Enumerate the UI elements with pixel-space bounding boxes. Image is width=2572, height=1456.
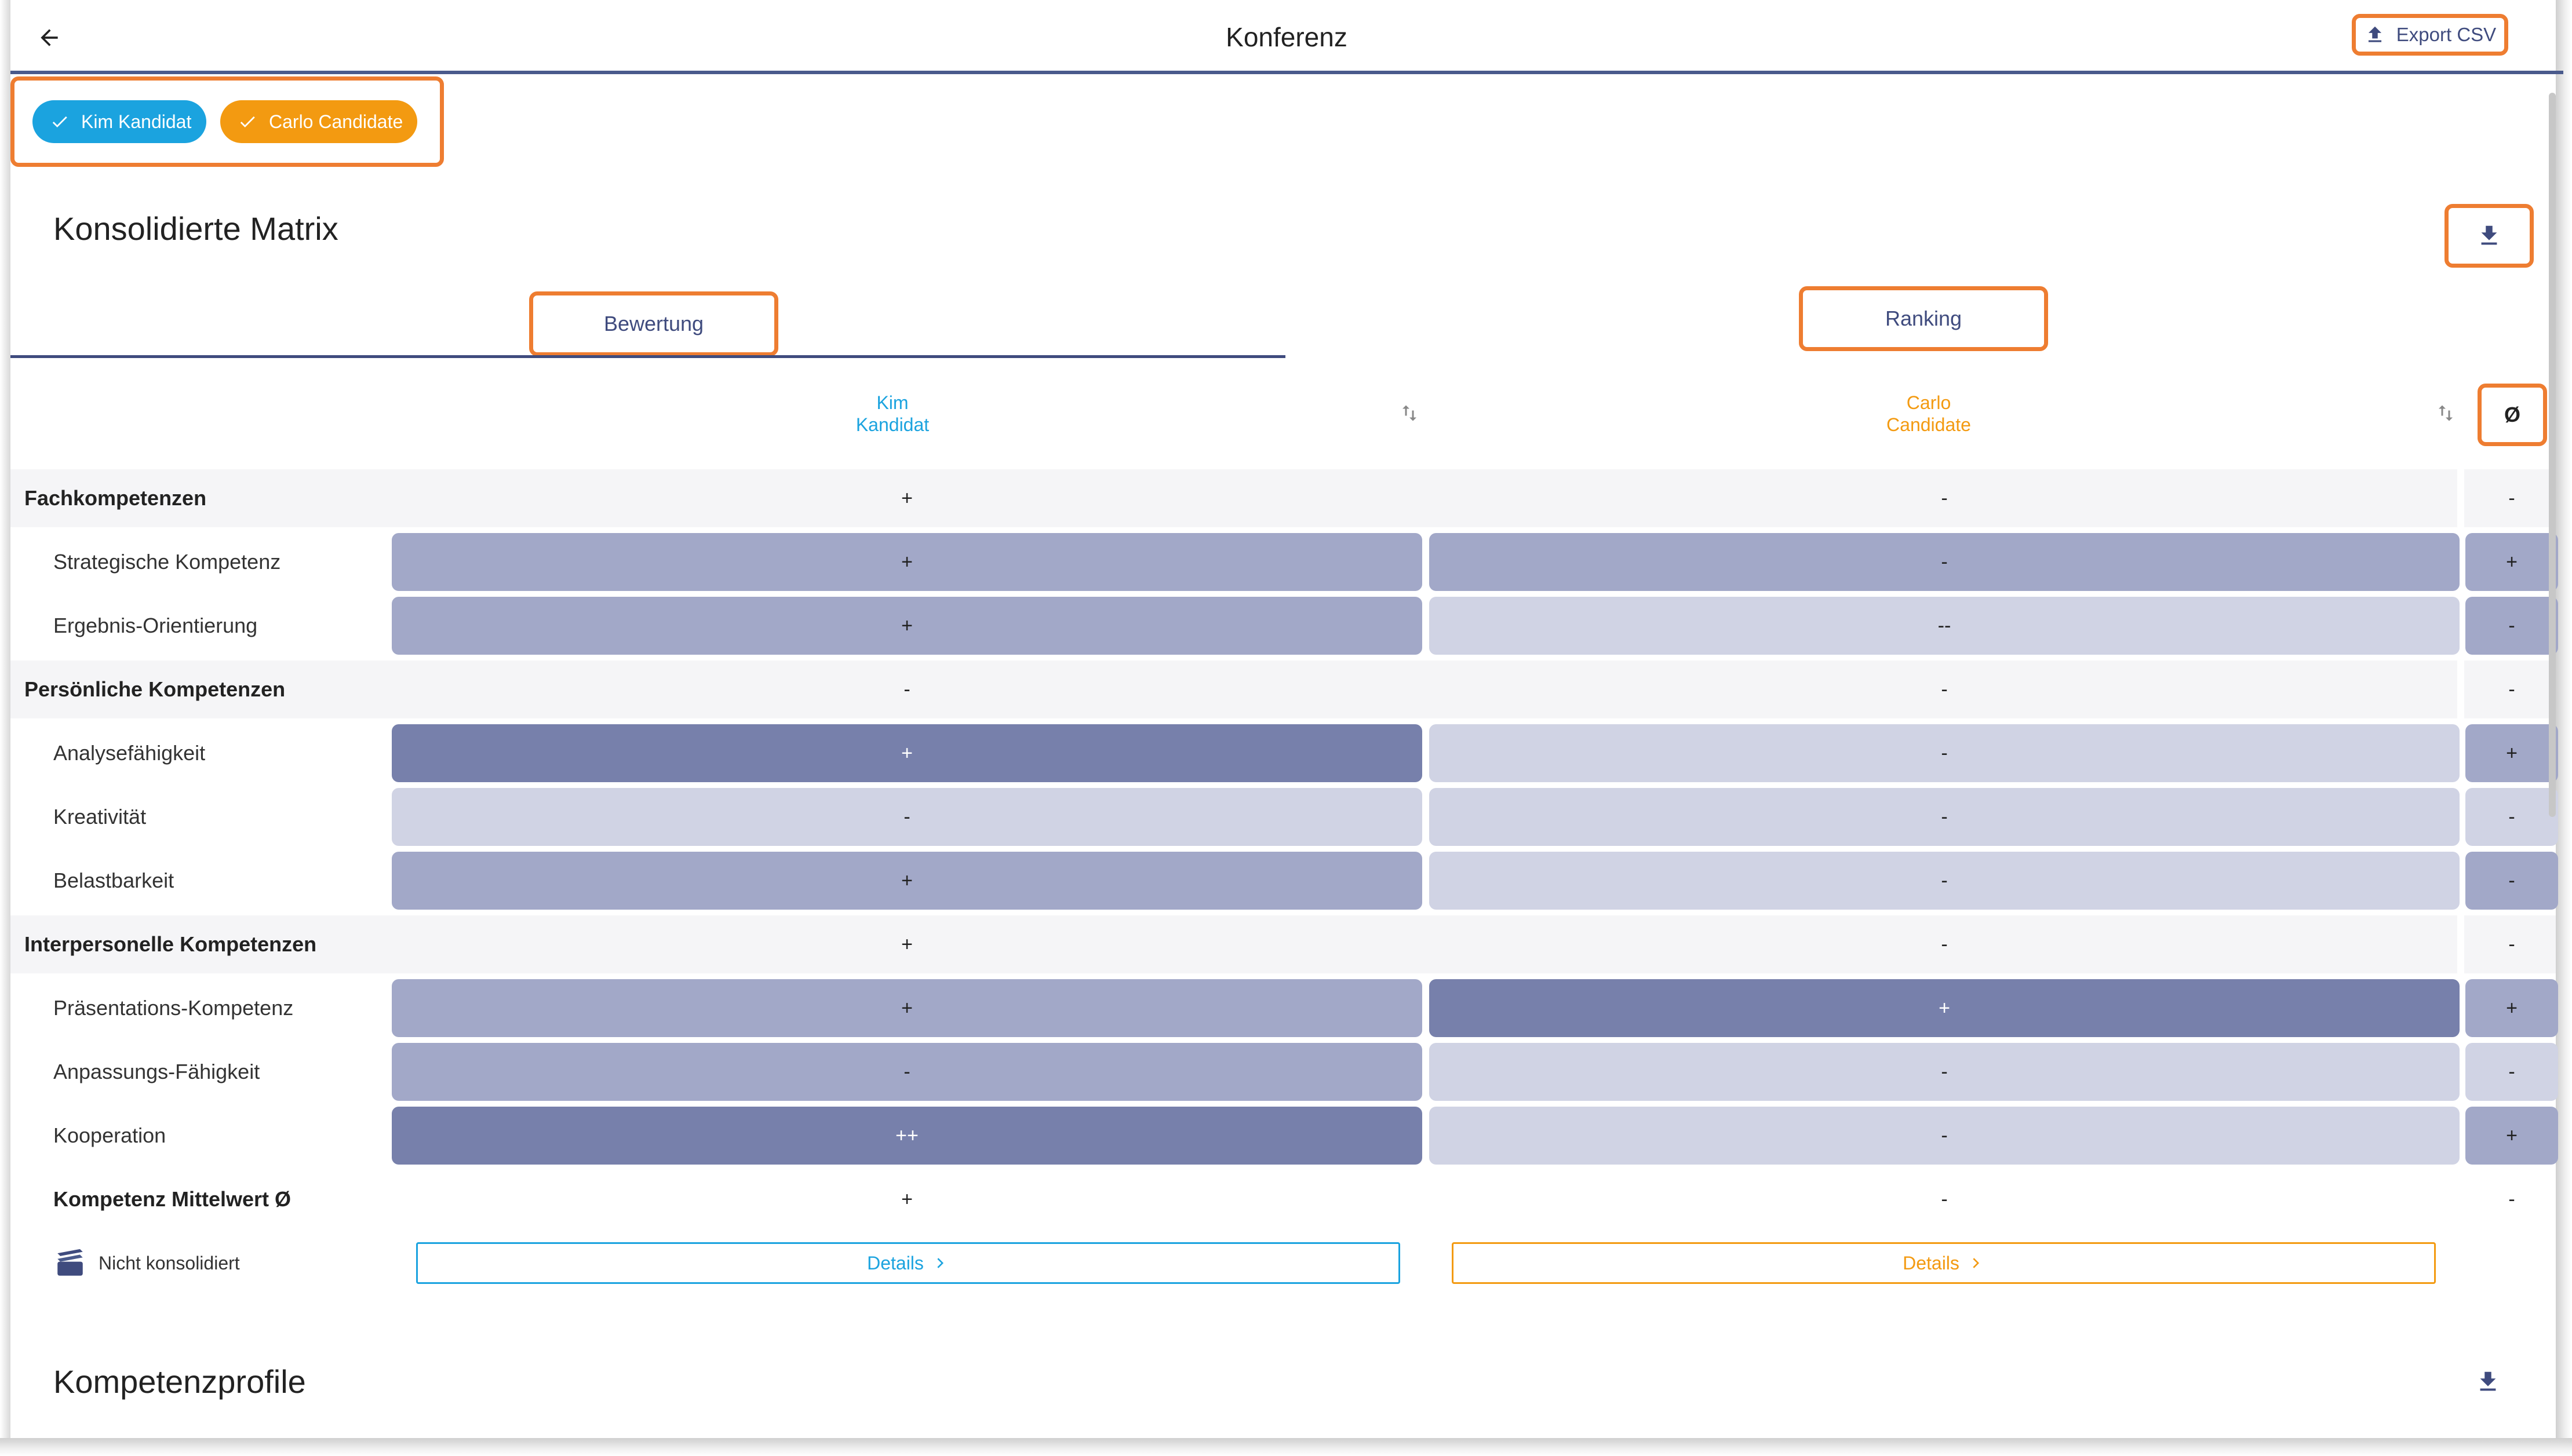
matrix-cell-kim[interactable]: - — [392, 788, 1422, 846]
profiles-download-button[interactable] — [2468, 1362, 2508, 1402]
group-label: Fachkompetenzen — [24, 486, 207, 510]
row-label: Anpassungs-Fähigkeit — [53, 1060, 260, 1083]
matrix-cell-avg: + — [2465, 724, 2558, 782]
matrix-cell-kim[interactable]: + — [392, 533, 1422, 591]
group-value-kim: + — [901, 933, 913, 955]
tab-label: Bewertung — [603, 312, 704, 335]
group-label: Persönliche Kompetenzen — [24, 677, 286, 701]
status-label: Nicht konsolidiert — [99, 1252, 240, 1273]
matrix-title: Konsolidierte Matrix — [53, 210, 338, 247]
tab-bewertung[interactable]: Bewertung — [529, 291, 778, 356]
candidate-chip-carlo[interactable]: Carlo Candidate — [220, 100, 417, 143]
page-frame — [10, 0, 2556, 1438]
upload-icon — [2368, 26, 2381, 42]
group-value-avg: - — [2508, 487, 2515, 509]
mean-label: Kompetenz Mittelwert Ø — [53, 1187, 292, 1211]
matrix-cell-kim[interactable]: + — [392, 979, 1422, 1037]
group-value-kim: - — [904, 678, 910, 700]
tab-ranking[interactable]: Ranking — [1799, 286, 2048, 351]
matrix-cell-kim[interactable]: - — [392, 1043, 1422, 1101]
matrix-cell-kim[interactable]: + — [392, 724, 1422, 782]
matrix-cell-carlo[interactable]: + — [1429, 979, 2460, 1037]
matrix-cell-avg: - — [2465, 597, 2558, 655]
row-label: Präsentations-Kompetenz — [53, 996, 294, 1020]
mean-value-carlo: - — [1941, 1188, 1948, 1210]
profiles-title: Kompetenzprofile — [53, 1363, 306, 1400]
header-divider — [10, 71, 2563, 74]
details-label: Details — [867, 1252, 924, 1273]
matrix-cell-avg: + — [2465, 533, 2558, 591]
candidate-filter-group — [10, 76, 444, 167]
scrollbar[interactable] — [2549, 93, 2556, 817]
matrix-cell-avg: - — [2465, 852, 2558, 910]
matrix-cell-carlo[interactable]: - — [1429, 533, 2460, 591]
matrix-cell-carlo[interactable]: - — [1429, 788, 2460, 846]
download-icon — [2480, 1371, 2496, 1391]
matrix-cell-kim[interactable]: + — [392, 597, 1422, 655]
group-row-bg — [10, 661, 2556, 718]
matrix-cell-carlo[interactable]: - — [1429, 1107, 2460, 1165]
matrix-cell-avg: - — [2465, 788, 2558, 846]
group-value-avg: - — [2508, 678, 2515, 700]
average-column-header: Ø — [2478, 384, 2547, 446]
group-value-carlo: - — [1941, 678, 1948, 700]
chip-label: Kim Kandidat — [81, 111, 192, 132]
matrix-cell-kim[interactable]: + — [392, 852, 1422, 910]
details-button-kim[interactable]: Details — [416, 1242, 1400, 1284]
group-row-bg — [10, 915, 2556, 973]
check-icon — [52, 116, 67, 127]
column-header-line: Kim — [876, 392, 909, 413]
export-csv-button[interactable]: Export CSV — [2352, 14, 2508, 56]
chevron-right-icon — [937, 1258, 943, 1268]
group-value-carlo: - — [1941, 487, 1948, 509]
mean-value-kim: + — [901, 1188, 913, 1210]
row-label: Belastbarkeit — [53, 869, 174, 892]
export-csv-label: Export CSV — [2396, 24, 2497, 45]
row-label: Kooperation — [53, 1123, 166, 1147]
sort-kim-icon[interactable] — [1395, 399, 1424, 428]
row-label: Analysefähigkeit — [53, 741, 206, 765]
group-row-bg — [10, 469, 2556, 527]
back-button[interactable] — [29, 17, 70, 58]
check-icon — [240, 116, 255, 127]
column-header-kim: Kim Kandidat — [811, 392, 974, 436]
row-label: Strategische Kompetenz — [53, 550, 281, 574]
chip-label: Carlo Candidate — [269, 111, 403, 132]
column-header-line: Carlo — [1906, 392, 1951, 413]
details-label: Details — [1903, 1252, 1959, 1273]
group-value-kim: + — [901, 487, 913, 509]
column-header-line: Candidate — [1886, 414, 1971, 435]
matrix-cell-avg: - — [2465, 1043, 2558, 1101]
tab-label: Ranking — [1885, 306, 1962, 330]
matrix-cell-carlo[interactable]: - — [1429, 724, 2460, 782]
matrix-cell-carlo[interactable]: -- — [1429, 597, 2460, 655]
page-title: Konferenz — [1226, 22, 1347, 52]
chevron-right-icon — [1973, 1258, 1979, 1268]
matrix-cell-carlo[interactable]: - — [1429, 1043, 2460, 1101]
group-label: Interpersonelle Kompetenzen — [24, 932, 317, 956]
group-value-avg: - — [2508, 933, 2515, 955]
group-value-carlo: - — [1941, 933, 1948, 955]
matrix-download-button[interactable] — [2445, 204, 2534, 268]
arrow-left-icon — [41, 29, 58, 46]
row-label: Kreativität — [53, 805, 147, 829]
tab-indicator — [10, 355, 1285, 358]
stack-icon — [57, 1249, 83, 1276]
matrix-cell-avg: + — [2465, 979, 2558, 1037]
mean-value-avg: - — [2508, 1188, 2515, 1210]
column-header-carlo: Carlo Candidate — [1848, 392, 2010, 436]
row-label: Ergebnis-Orientierung — [53, 614, 258, 637]
matrix-cell-carlo[interactable]: - — [1429, 852, 2460, 910]
matrix-cell-avg: + — [2465, 1107, 2558, 1165]
consolidation-status: Nicht konsolidiert — [53, 1241, 240, 1285]
sort-carlo-icon[interactable] — [2431, 399, 2460, 428]
matrix-cell-kim[interactable]: ++ — [392, 1107, 1422, 1165]
column-header-line: Kandidat — [855, 414, 930, 435]
candidate-chip-kim[interactable]: Kim Kandidat — [32, 100, 206, 143]
download-icon — [2481, 225, 2497, 245]
details-button-carlo[interactable]: Details — [1452, 1242, 2436, 1284]
